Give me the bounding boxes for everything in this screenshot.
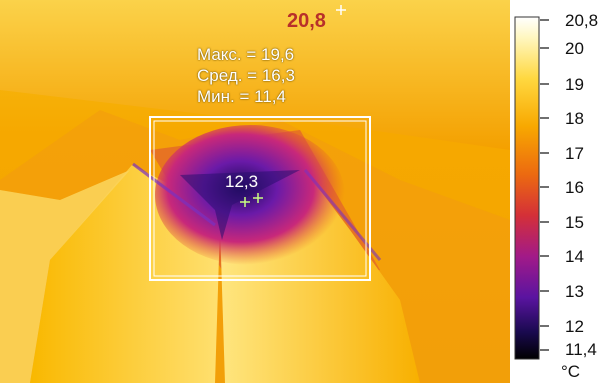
tick-label: 14 xyxy=(565,247,584,266)
tick-label: 19 xyxy=(565,75,584,94)
stats-panel: Макс. = 19,6 Сред. = 16,3 Мин. = 11,4 xyxy=(197,44,295,107)
tick-label: 12 xyxy=(565,317,584,336)
tick-label-bottom: 11,4 xyxy=(565,340,597,359)
unit-label: °C xyxy=(561,362,581,381)
thermal-image: Макс. = 19,6 Сред. = 16,3 Мин. = 11,4 20… xyxy=(0,0,510,383)
ceiling xyxy=(0,0,510,150)
scale-bar xyxy=(514,16,549,360)
measurement-box-outer[interactable] xyxy=(149,116,371,281)
spot-value: 12,3 xyxy=(225,172,259,191)
edge-line-right xyxy=(303,169,382,261)
measurement-box-inner xyxy=(153,120,367,277)
tick-label: 13 xyxy=(565,282,584,301)
edge-line-left xyxy=(132,162,216,227)
stat-avg: Сред. = 16,3 xyxy=(197,66,295,85)
palette-gradient xyxy=(514,16,540,360)
left-wall xyxy=(0,170,130,383)
tick-label: 17 xyxy=(565,144,584,163)
stat-min: Мин. = 11,4 xyxy=(197,87,286,106)
temperature-scale: 20,8 20 19 18 17 16 15 14 13 12 11,4 °C xyxy=(511,0,609,383)
stat-max: Макс. = 19,6 xyxy=(197,45,295,64)
tick-label: 16 xyxy=(565,178,584,197)
scale-ticks xyxy=(540,19,549,351)
hotspot-crosshair[interactable] xyxy=(336,5,346,15)
spot-crosshair[interactable] xyxy=(240,193,263,207)
tick-label-top: 20,8 xyxy=(565,11,599,30)
tick-label: 15 xyxy=(565,213,584,232)
thermal-scene xyxy=(0,0,510,383)
tick-label: 18 xyxy=(565,109,584,128)
tick-label: 20 xyxy=(565,39,584,58)
cold-corner xyxy=(180,170,300,240)
hotspot-value: 20,8 xyxy=(287,10,326,32)
